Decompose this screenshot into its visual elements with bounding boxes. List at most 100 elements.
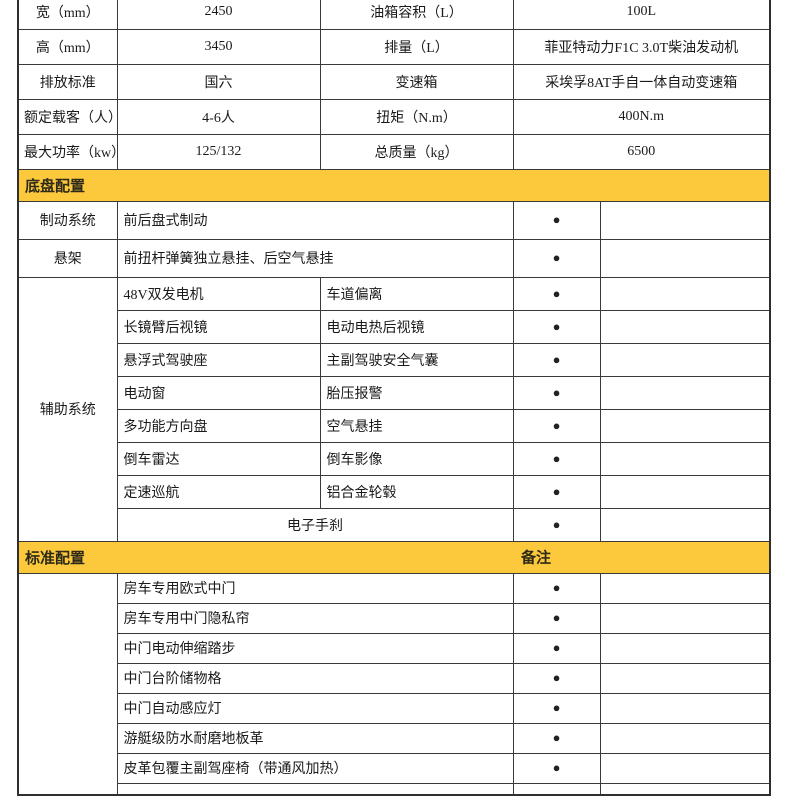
spec-value-cell: 125/132 xyxy=(116,133,321,170)
filled-dot-icon: ● xyxy=(552,450,561,466)
remark-cell xyxy=(599,752,771,784)
feature-cell: 电动电热后视镜 xyxy=(319,309,514,344)
feature-cell-wide: 电子手刹 xyxy=(116,507,514,542)
included-dot-cell: ● xyxy=(512,692,601,724)
table-row: 制动系统 前后盘式制动 ● xyxy=(17,200,771,240)
section-title-label: 标准配置 xyxy=(25,550,86,567)
included-dot-cell: ● xyxy=(512,408,601,443)
table-row: 长镜臂后视镜 电动电热后视镜 ● xyxy=(18,309,771,344)
filled-dot-icon: ● xyxy=(552,670,561,685)
remark-cell xyxy=(599,572,771,604)
spec-row: 高（mm） 3450 排量（L） 菲亚特动力F1C 3.0T柴油发动机 xyxy=(17,28,771,65)
table-row: 定速巡航 铝合金轮毂 ● xyxy=(18,474,771,509)
feature-cell: 定速巡航 xyxy=(116,474,321,509)
included-dot-cell xyxy=(512,782,601,796)
included-dot-cell: ● xyxy=(512,752,601,784)
filled-dot-icon: ● xyxy=(552,580,561,595)
spec-value-cell: 6500 xyxy=(512,133,771,170)
remark-cell xyxy=(599,722,771,754)
section-title-chassis: 底盘配置 xyxy=(17,168,771,202)
remark-cell xyxy=(599,200,771,240)
filled-dot-icon: ● xyxy=(552,212,561,227)
spec-value-cell: 菲亚特动力F1C 3.0T柴油发动机 xyxy=(512,28,771,65)
feature-cell: 铝合金轮毂 xyxy=(319,474,514,509)
spec-label-cell: 高（mm） xyxy=(17,28,118,65)
filled-dot-icon: ● xyxy=(552,610,561,625)
spec-value-cell: 4-6人 xyxy=(116,98,321,135)
filled-dot-icon: ● xyxy=(552,640,561,655)
table-row: 悬架 前扭杆弹簧独立悬挂、后空气悬挂 ● xyxy=(17,238,771,278)
spec-label-cell: 排量（L） xyxy=(319,28,514,65)
filled-dot-icon: ● xyxy=(552,760,561,775)
remark-cell xyxy=(599,662,771,694)
included-dot-cell: ● xyxy=(512,441,601,476)
filled-dot-icon: ● xyxy=(552,285,561,301)
feature-cell: 房车专用欧式中门 xyxy=(116,572,514,604)
filled-dot-icon: ● xyxy=(552,384,561,400)
table-row: 中门自动感应灯 ● xyxy=(18,692,771,724)
table-row: 房车专用中门隐私帘 ● xyxy=(18,602,771,634)
section-title-standard: 标准配置 备注 xyxy=(17,540,771,574)
spec-row: 排放标准 国六 变速箱 采埃孚8AT手自一体自动变速箱 xyxy=(17,63,771,100)
filled-dot-icon: ● xyxy=(552,730,561,745)
feature-cell: 主副驾驶安全气囊 xyxy=(319,342,514,377)
feature-cell: 倒车影像 xyxy=(319,441,514,476)
included-dot-cell: ● xyxy=(512,632,601,664)
remark-cell xyxy=(599,309,771,344)
included-dot-cell: ● xyxy=(512,342,601,377)
spec-value-cell: 采埃孚8AT手自一体自动变速箱 xyxy=(512,63,771,100)
feature-cell: 长镜臂后视镜 xyxy=(116,309,321,344)
vehicle-spec-table: 宽（mm） 2450 油箱容积（L） 100L 高（mm） 3450 排量（L）… xyxy=(17,0,771,796)
included-dot-cell: ● xyxy=(512,602,601,634)
feature-cell: 车道偏离 xyxy=(319,276,514,311)
category-cell-assist: 辅助系统 xyxy=(17,276,118,542)
table-row: 皮革包覆主副驾座椅（带通风加热） ● xyxy=(18,752,771,784)
feature-cell: 胎压报警 xyxy=(319,375,514,410)
category-cell: 制动系统 xyxy=(17,200,118,240)
table-row: 房车专用欧式中门 ● xyxy=(17,572,771,796)
filled-dot-icon: ● xyxy=(552,351,561,367)
included-dot-cell: ● xyxy=(512,375,601,410)
filled-dot-icon: ● xyxy=(552,250,561,265)
spec-row: 宽（mm） 2450 油箱容积（L） 100L xyxy=(17,0,771,30)
remark-cell xyxy=(599,238,771,278)
spec-label-cell: 额定载客（人） xyxy=(17,98,118,135)
remark-cell xyxy=(599,342,771,377)
category-cell: 悬架 xyxy=(17,238,118,278)
remark-cell xyxy=(599,441,771,476)
spec-value-cell: 国六 xyxy=(116,63,321,100)
feature-cell: 中门电动伸缩踏步 xyxy=(116,632,514,664)
section-band-chassis: 底盘配置 xyxy=(17,168,771,202)
table-row: 电动窗 胎压报警 ● xyxy=(18,375,771,410)
spec-label-cell: 宽（mm） xyxy=(17,0,118,30)
included-dot-cell: ● xyxy=(512,662,601,694)
table-row: 电子手刹 ● xyxy=(18,507,771,542)
table-row: 多功能方向盘 空气悬挂 ● xyxy=(18,408,771,443)
included-dot-cell: ● xyxy=(512,276,601,311)
spec-label-cell: 扭矩（N.m） xyxy=(319,98,514,135)
included-dot-cell: ● xyxy=(512,507,601,542)
spec-row: 额定载客（人） 4-6人 扭矩（N.m） 400N.m xyxy=(17,98,771,135)
section-band-standard: 标准配置 备注 xyxy=(17,540,771,574)
included-dot-cell: ● xyxy=(512,238,601,278)
feature-cell: 多功能方向盘 xyxy=(116,408,321,443)
feature-cell: 48V双发电机 xyxy=(116,276,321,311)
included-dot-cell: ● xyxy=(512,572,601,604)
feature-cell: 空气悬挂 xyxy=(319,408,514,443)
feature-cell: 悬浮式驾驶座 xyxy=(116,342,321,377)
remark-cell xyxy=(599,692,771,724)
feature-cell: 中门自动感应灯 xyxy=(116,692,514,724)
remark-cell xyxy=(599,602,771,634)
included-dot-cell: ● xyxy=(512,309,601,344)
remark-cell xyxy=(599,507,771,542)
remark-column-header: 备注 xyxy=(521,550,552,567)
feature-cell: 倒车雷达 xyxy=(116,441,321,476)
table-row: 中门电动伸缩踏步 ● xyxy=(18,632,771,664)
feature-cell xyxy=(116,782,514,796)
table-row: 倒车雷达 倒车影像 ● xyxy=(18,441,771,476)
filled-dot-icon: ● xyxy=(552,318,561,334)
spec-value-cell: 3450 xyxy=(116,28,321,65)
remark-cell xyxy=(599,375,771,410)
spec-label-cell: 最大功率（kw） xyxy=(17,133,118,170)
category-cell-empty xyxy=(17,572,118,796)
